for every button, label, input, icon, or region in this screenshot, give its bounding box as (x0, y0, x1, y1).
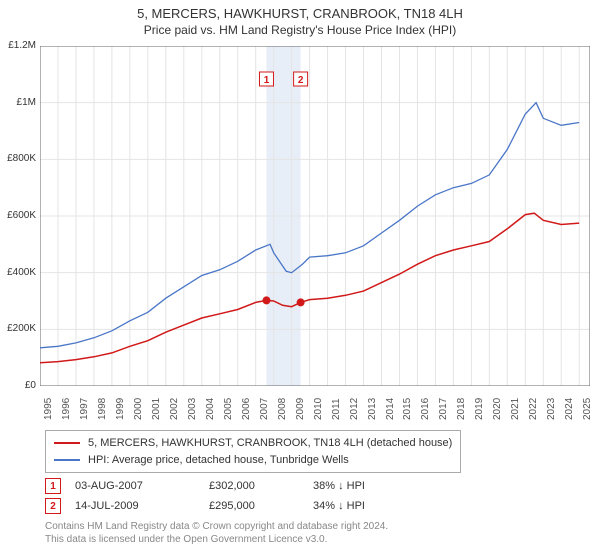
x-tick-label: 2011 (331, 398, 342, 420)
y-tick-label: £1M (0, 97, 36, 108)
footer-attribution: Contains HM Land Registry data © Crown c… (45, 520, 388, 546)
x-tick-label: 2001 (151, 398, 162, 420)
x-tick-label: 2008 (277, 398, 288, 420)
x-tick-label: 2025 (582, 398, 593, 420)
x-tick-label: 2020 (492, 398, 503, 420)
event-price: £295,000 (209, 500, 299, 512)
x-tick-label: 2004 (205, 398, 216, 420)
y-tick-label: £1.2M (0, 40, 36, 51)
x-tick-label: 2002 (169, 398, 180, 420)
x-tick-label: 2018 (456, 398, 467, 420)
x-tick-label: 1999 (115, 398, 126, 420)
y-tick-label: £800K (0, 153, 36, 164)
x-tick-label: 2023 (546, 398, 557, 420)
y-tick-label: £200K (0, 323, 36, 334)
x-tick-label: 2009 (295, 398, 306, 420)
x-tick-label: 2013 (367, 398, 378, 420)
chart-title-subtitle: Price paid vs. HM Land Registry's House … (0, 23, 600, 37)
legend-row: 5, MERCERS, HAWKHURST, CRANBROOK, TN18 4… (54, 435, 452, 452)
x-tick-label: 2019 (474, 398, 485, 420)
event-diff: 34% ↓ HPI (313, 500, 433, 512)
x-tick-label: 1996 (61, 398, 72, 420)
x-tick-label: 2007 (259, 398, 270, 420)
x-tick-label: 2014 (385, 398, 396, 420)
svg-text:1: 1 (264, 75, 270, 86)
event-date: 03-AUG-2007 (75, 480, 195, 492)
y-tick-label: £400K (0, 267, 36, 278)
x-tick-label: 2024 (564, 398, 575, 420)
event-row: 2 14-JUL-2009 £295,000 34% ↓ HPI (45, 498, 433, 514)
chart-area: 12 (40, 46, 590, 386)
footer-line1: Contains HM Land Registry data © Crown c… (45, 520, 388, 533)
x-tick-label: 2021 (510, 398, 521, 420)
chart-svg: 12 (40, 46, 590, 386)
x-tick-label: 2022 (528, 398, 539, 420)
x-tick-label: 2000 (133, 398, 144, 420)
x-tick-label: 2003 (187, 398, 198, 420)
title-block: 5, MERCERS, HAWKHURST, CRANBROOK, TN18 4… (0, 0, 600, 37)
event-row: 1 03-AUG-2007 £302,000 38% ↓ HPI (45, 478, 433, 494)
event-marker: 1 (45, 478, 61, 494)
legend-box: 5, MERCERS, HAWKHURST, CRANBROOK, TN18 4… (45, 430, 461, 473)
event-price: £302,000 (209, 480, 299, 492)
x-tick-label: 2012 (349, 398, 360, 420)
y-tick-label: £600K (0, 210, 36, 221)
x-tick-label: 2005 (223, 398, 234, 420)
legend-row: HPI: Average price, detached house, Tunb… (54, 452, 452, 469)
y-axis-ticks: £0£200K£400K£600K£800K£1M£1.2M (0, 46, 38, 386)
x-tick-label: 2017 (438, 398, 449, 420)
event-marker: 2 (45, 498, 61, 514)
x-tick-label: 1995 (43, 398, 54, 420)
event-table: 1 03-AUG-2007 £302,000 38% ↓ HPI 2 14-JUL-200… (45, 474, 433, 514)
legend-swatch (54, 442, 80, 444)
x-tick-label: 1997 (79, 398, 90, 420)
event-date: 14-JUL-2009 (75, 500, 195, 512)
legend-label: HPI: Average price, detached house, Tunb… (88, 452, 349, 469)
x-tick-label: 2006 (241, 398, 252, 420)
x-tick-label: 2015 (402, 398, 413, 420)
footer-line2: This data is licensed under the Open Gov… (45, 533, 388, 546)
x-tick-label: 2010 (313, 398, 324, 420)
y-tick-label: £0 (0, 380, 36, 391)
chart-title-address: 5, MERCERS, HAWKHURST, CRANBROOK, TN18 4… (0, 6, 600, 21)
event-diff: 38% ↓ HPI (313, 480, 433, 492)
legend-swatch (54, 459, 80, 461)
svg-text:2: 2 (298, 75, 304, 86)
x-tick-label: 1998 (97, 398, 108, 420)
legend-label: 5, MERCERS, HAWKHURST, CRANBROOK, TN18 4… (88, 435, 452, 452)
x-tick-label: 2016 (420, 398, 431, 420)
